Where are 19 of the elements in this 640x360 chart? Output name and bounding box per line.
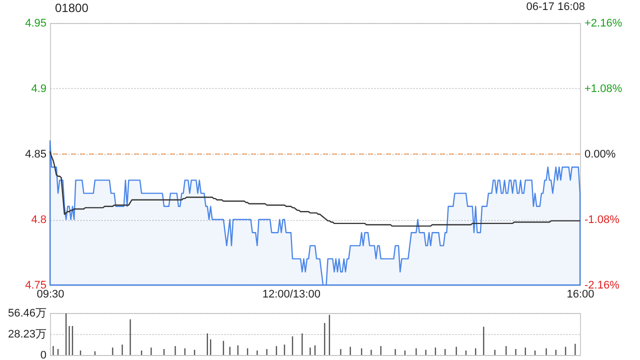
y-tick-label: 4.75: [25, 280, 46, 292]
chart-title: 01800: [55, 1, 88, 15]
y-tick-label: 56.46万: [8, 308, 46, 320]
y-tick-label: 4.9: [31, 83, 46, 95]
y-tick-label: 28.23万: [8, 328, 46, 340]
y2-tick-label: +1.08%: [584, 83, 622, 95]
text: 06-17 16:08: [526, 1, 585, 13]
y-tick-label: 4.95: [25, 18, 46, 30]
x-tick-label: 16:00: [566, 288, 594, 300]
y-tick-label: 0: [40, 350, 46, 360]
y2-tick-label: -1.08%: [584, 214, 620, 226]
x-tick-label: 12:00/13:00: [262, 288, 320, 300]
y-tick-label: 4.8: [31, 214, 46, 226]
y2-tick-label: -2.16%: [584, 280, 620, 292]
line-series: [49, 150, 581, 227]
x-tick-label: 09:30: [36, 288, 64, 300]
y2-tick-label: 0.00%: [584, 148, 616, 160]
y-tick-label: 4.85: [25, 148, 46, 160]
y2-tick-label: +2.16%: [584, 18, 622, 30]
